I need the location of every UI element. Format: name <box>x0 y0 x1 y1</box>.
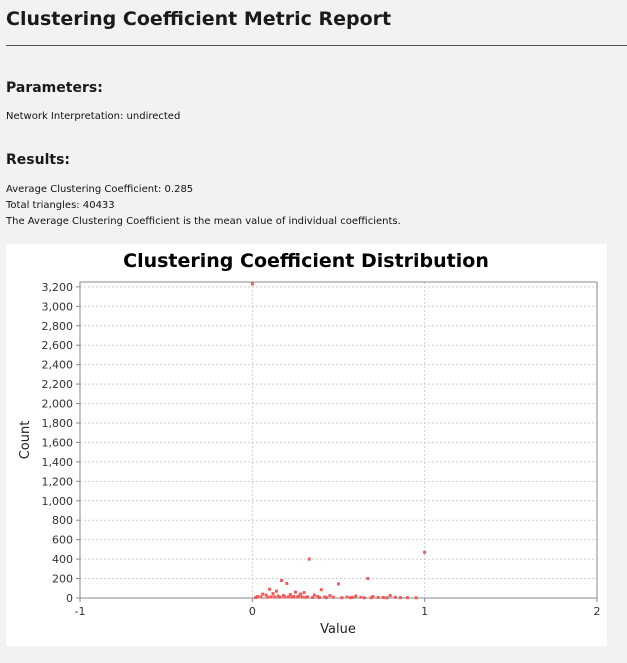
data-point <box>268 587 272 591</box>
x-tick-label: 0 <box>249 605 256 618</box>
data-point <box>261 592 265 596</box>
data-point <box>290 595 294 599</box>
data-point <box>354 594 358 598</box>
data-point <box>293 590 297 594</box>
data-point <box>371 595 375 599</box>
network-interpretation-text: Network Interpretation: undirected <box>6 111 181 122</box>
data-point <box>297 594 301 598</box>
y-tick-label: 2,800 <box>42 320 74 333</box>
data-point <box>359 595 363 599</box>
data-point <box>292 595 296 599</box>
y-tick-label: 800 <box>52 514 73 527</box>
y-tick-label: 2,400 <box>42 359 74 372</box>
data-point <box>304 595 308 599</box>
data-point <box>269 595 273 599</box>
data-point <box>274 589 278 593</box>
description-text: The Average Clustering Coefficient is th… <box>6 216 401 227</box>
y-tick-label: 2,000 <box>42 398 74 411</box>
data-point <box>307 557 311 561</box>
y-tick-label: 1,800 <box>42 417 74 430</box>
x-tick-label: 1 <box>421 605 428 618</box>
data-point <box>278 595 282 599</box>
y-tick-label: 400 <box>52 553 73 566</box>
data-point <box>345 595 349 599</box>
data-point <box>281 594 285 598</box>
average-clustering-text: Average Clustering Coefficient: 0.285 <box>6 184 194 195</box>
data-point <box>423 550 427 554</box>
y-tick-label: 3,200 <box>42 281 74 294</box>
data-point <box>287 595 291 599</box>
data-point <box>288 593 292 597</box>
data-point <box>264 593 268 597</box>
data-point <box>280 578 284 582</box>
report-title: Clustering Coefficient Metric Report <box>6 8 392 30</box>
data-point <box>414 596 418 600</box>
data-point <box>376 595 380 599</box>
y-tick-label: 3,000 <box>42 300 74 313</box>
x-tick-label: 2 <box>594 605 601 618</box>
data-point <box>271 592 275 596</box>
data-point <box>273 595 277 599</box>
data-point <box>350 595 354 599</box>
results-heading: Results: <box>6 152 70 168</box>
y-axis: 0 200 400 600 800 1,000 1,200 1,400 1,600 1,800 2,… <box>42 281 80 605</box>
data-point <box>393 595 397 599</box>
y-tick-label: 1,200 <box>42 475 74 488</box>
y-tick-label: 200 <box>52 573 73 586</box>
y-tick-label: 0 <box>66 592 73 605</box>
y-tick-label: 2,200 <box>42 378 74 391</box>
data-point <box>362 596 366 600</box>
clustering-distribution-chart: Clustering Coefficient Distribution 0 200… <box>6 244 607 646</box>
title-divider <box>6 45 627 46</box>
data-point <box>337 582 340 586</box>
data-point <box>300 595 304 599</box>
data-point <box>323 595 327 599</box>
data-point <box>405 596 409 600</box>
data-point <box>369 596 373 600</box>
y-tick-label: 600 <box>52 534 73 547</box>
data-point <box>331 595 335 599</box>
data-point <box>316 595 320 599</box>
data-point <box>259 595 263 599</box>
data-point <box>299 592 303 596</box>
y-tick-label: 1,000 <box>42 495 74 508</box>
y-tick-label: 1,600 <box>42 436 74 449</box>
data-point <box>385 596 389 600</box>
data-point <box>305 595 309 599</box>
plot-area <box>79 281 598 599</box>
data-point <box>254 596 258 600</box>
data-point <box>319 588 323 592</box>
data-point <box>324 596 328 600</box>
data-point <box>381 596 385 600</box>
x-tick-label: -1 <box>75 605 86 618</box>
data-point <box>266 595 270 599</box>
chart-grid <box>79 282 598 599</box>
y-tick-label: 1,400 <box>42 456 74 469</box>
parameters-heading: Parameters: <box>6 80 103 96</box>
data-point <box>388 594 392 598</box>
data-point <box>399 596 403 600</box>
data-point <box>302 591 306 595</box>
data-points <box>250 282 427 600</box>
x-axis-label: Value <box>320 622 356 637</box>
data-point <box>285 581 289 585</box>
data-point <box>256 595 260 599</box>
data-point <box>349 596 353 600</box>
data-point <box>340 596 344 600</box>
total-triangles-text: Total triangles: 40433 <box>6 200 115 211</box>
data-point <box>250 282 254 286</box>
x-axis: -1 0 1 2 <box>75 598 601 618</box>
chart-title: Clustering Coefficient Distribution <box>123 250 489 272</box>
data-point <box>366 577 370 581</box>
y-axis-label: Count <box>18 421 33 460</box>
data-point <box>276 594 280 598</box>
data-point <box>328 594 332 598</box>
chart-svg: Clustering Coefficient Distribution 0200… <box>18 250 601 637</box>
data-point <box>283 595 287 599</box>
y-tick-label: 2,600 <box>42 339 74 352</box>
data-point <box>311 595 315 599</box>
data-point <box>312 593 316 597</box>
data-point <box>295 595 299 599</box>
data-point <box>318 596 322 600</box>
